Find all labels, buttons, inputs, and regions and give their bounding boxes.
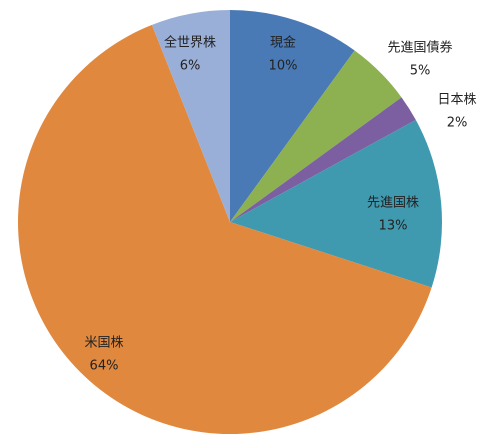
slice-value-label: 10%: [269, 59, 298, 74]
slice-value-label: 64%: [90, 359, 119, 374]
pie-slice: [17, 24, 432, 435]
slice-label: 米国株: [84, 336, 123, 351]
slice-label: 先進国株: [367, 196, 419, 211]
slice-label: 日本株: [437, 93, 476, 108]
pie-slice: [230, 119, 443, 288]
slice-value-label: 6%: [180, 59, 201, 74]
pie-slice: [230, 50, 402, 222]
slice-label: 先進国債券: [387, 40, 452, 56]
slice-value-label: 2%: [447, 116, 468, 131]
slice-value-label: 13%: [379, 219, 408, 234]
slice-value-label: 5%: [410, 64, 431, 79]
pie-slice: [230, 10, 355, 222]
pie-slice: [151, 10, 230, 222]
slice-label: 全世界株: [164, 35, 216, 51]
slice-label: 現金: [270, 35, 296, 51]
pie-slice: [230, 97, 416, 222]
